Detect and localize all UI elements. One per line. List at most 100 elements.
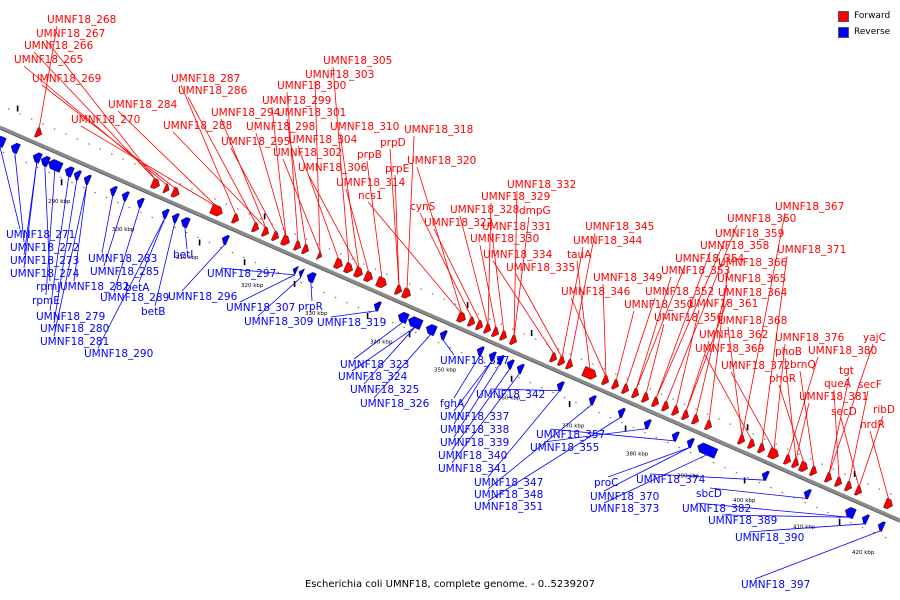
forward-gene-label: UMNF18_360 — [727, 213, 796, 225]
forward-gene-label: UMNF18_371 — [777, 244, 846, 256]
tick-label: 330 kbp — [305, 311, 328, 317]
forward-gene-label: UMNF18_318 — [404, 124, 473, 136]
forward-gene — [798, 460, 808, 472]
reverse-gene — [161, 208, 170, 220]
tick-label: 390 kbp — [677, 474, 700, 480]
reverse-gene-label: UMNF18_296 — [168, 291, 238, 303]
forward-gene-label: UMNF18_328 — [450, 204, 519, 216]
reverse-gene-label: UMNF18_324 — [338, 371, 408, 383]
reverse-gene-label: UMNF18_338 — [440, 424, 509, 436]
forward-leader-line — [761, 255, 788, 445]
forward-gene-label: UMNF18_329 — [481, 191, 550, 203]
reverse-leader-line — [220, 267, 295, 276]
forward-gene — [270, 230, 279, 242]
forward-leader-line — [367, 201, 463, 315]
forward-gene — [150, 177, 160, 190]
forward-leader-line — [172, 131, 267, 229]
reverse-leader-line — [53, 184, 88, 337]
forward-leader-line — [858, 415, 884, 488]
forward-leader-line — [615, 310, 635, 382]
reverse-gene-label: fghA — [440, 398, 465, 410]
forward-gene — [581, 366, 597, 380]
forward-gene-label: UMNF18_299 — [262, 95, 331, 107]
reverse-leader-line — [184, 226, 188, 250]
forward-gene — [456, 311, 466, 323]
forward-leader-line — [795, 402, 810, 460]
forward-gene-label: UMNF18_365 — [717, 273, 786, 285]
forward-gene-label: UMNF18_287 — [171, 73, 240, 85]
reverse-gene — [643, 419, 652, 430]
forward-leader-line — [433, 228, 481, 322]
reverse-gene-label: UMNF18_389 — [708, 515, 777, 527]
reverse-leader-line — [257, 277, 302, 317]
reverse-gene-label: UMNF18_374 — [636, 474, 706, 486]
forward-leader-line — [695, 284, 728, 417]
reverse-gene — [136, 197, 145, 209]
forward-gene-label: UMNF18_356 — [654, 312, 724, 324]
tick-label: 380 kbp — [626, 451, 649, 457]
forward-gene — [703, 419, 712, 431]
forward-gene — [498, 330, 507, 341]
reverse-leader-line — [748, 523, 865, 533]
reverse-gene-label: UMNF18_339 — [440, 437, 509, 449]
reverse-leader-line — [23, 162, 38, 269]
forward-gene-label: prpE — [385, 163, 409, 175]
forward-gene — [170, 186, 180, 198]
reverse-gene-label: UMNF18_327 — [440, 355, 509, 367]
forward-gene — [790, 457, 799, 469]
reverse-leader-line — [453, 355, 481, 399]
reverse-gene — [516, 363, 525, 375]
reverse-leader-line — [101, 195, 114, 254]
forward-gene — [300, 243, 309, 255]
tick-label: 350 kbp — [434, 368, 457, 374]
reverse-gene-label: UMNF18_348 — [474, 489, 543, 501]
reverse-leader-line — [0, 146, 21, 230]
forward-leader-line — [389, 148, 400, 287]
forward-gene — [353, 266, 363, 278]
forward-gene — [610, 379, 619, 390]
reverse-gene-label: UMNF18_373 — [590, 503, 659, 515]
reverse-gene-label: rpmE — [32, 295, 60, 307]
reverse-gene-label: UMNF18_325 — [350, 384, 419, 396]
reverse-gene — [180, 217, 191, 229]
forward-gene-label: UMNF18_376 — [775, 332, 845, 344]
forward-gene — [883, 497, 893, 510]
genome-backbone-shadow — [0, 128, 900, 523]
reverse-gene-label: UMNF18_297 — [207, 268, 276, 280]
reverse-gene-label: UMNF18_309 — [244, 316, 313, 328]
forward-gene-label: secF — [858, 379, 882, 391]
forward-gene-label: UMNF18_269 — [32, 73, 101, 85]
forward-gene-label: tauA — [567, 249, 592, 261]
forward-gene — [209, 203, 223, 217]
forward-gene — [767, 447, 779, 460]
forward-leader-line — [569, 232, 596, 362]
forward-leader-line — [117, 110, 218, 208]
forward-gene-label: queA — [824, 378, 852, 390]
forward-gene — [333, 257, 343, 269]
forward-gene — [401, 287, 411, 299]
reverse-gene-label: proC — [594, 477, 619, 489]
forward-gene — [782, 454, 791, 465]
forward-leader-line — [848, 390, 869, 483]
reverse-gene — [861, 514, 870, 525]
reverse-leader-line — [310, 281, 313, 302]
reverse-gene — [686, 437, 695, 449]
reverse-gene — [877, 521, 886, 532]
forward-leader-line — [655, 239, 726, 399]
forward-leader-line — [778, 384, 805, 464]
forward-leader-line — [730, 371, 775, 451]
reverse-leader-line — [373, 334, 432, 399]
reverse-gene — [397, 311, 410, 324]
forward-gene-label: cynS — [410, 201, 436, 213]
forward-leader-line — [665, 224, 738, 404]
forward-gene — [260, 226, 269, 237]
forward-leader-line — [180, 84, 237, 216]
reverse-leader-line — [487, 416, 622, 502]
forward-leader-line — [23, 65, 168, 186]
forward-gene — [466, 316, 475, 327]
forward-gene-label: dmpG — [519, 205, 551, 217]
reverse-leader-line — [453, 360, 493, 425]
reverse-gene — [171, 213, 180, 224]
forward-gene-label: UMNF18_294 — [211, 107, 281, 119]
reverse-leader-line — [451, 368, 511, 451]
